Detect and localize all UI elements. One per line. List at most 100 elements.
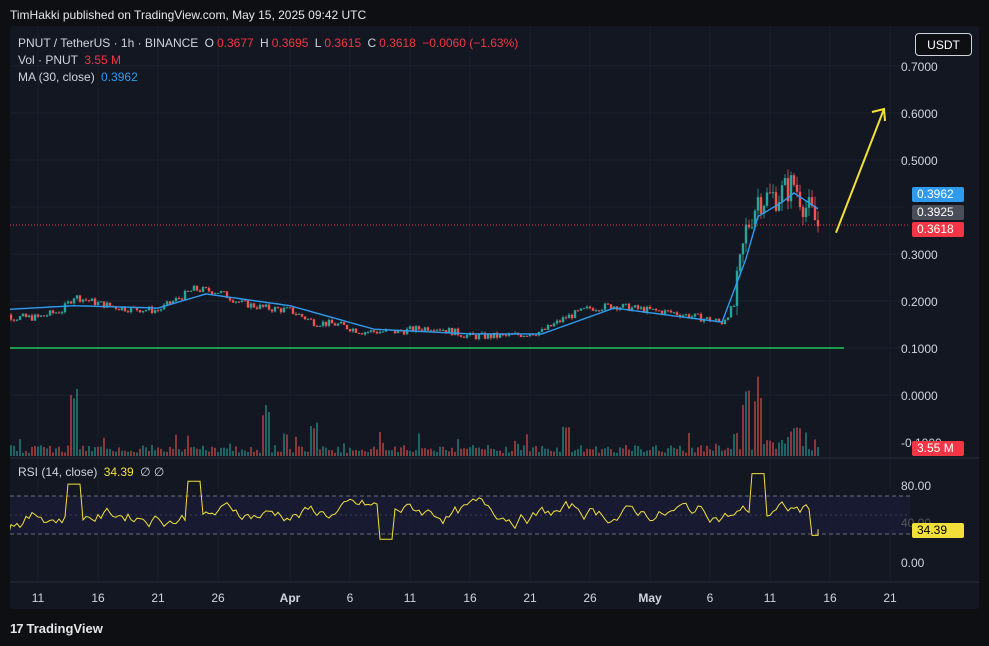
volume-bar bbox=[67, 445, 69, 456]
volume-bar bbox=[490, 448, 492, 456]
volume-bar bbox=[361, 449, 363, 456]
volume-bar bbox=[241, 449, 243, 456]
ohlc-legend: PNUT / TetherUS · 1h · BINANCE O 0.3677 H… bbox=[18, 36, 521, 50]
candle-body bbox=[303, 316, 307, 320]
candle-body bbox=[348, 329, 352, 332]
symbol-label[interactable]: PNUT / TetherUS · 1h · BINANCE bbox=[18, 36, 199, 50]
volume-bar bbox=[517, 443, 519, 456]
currency-button[interactable]: USDT bbox=[915, 33, 972, 56]
candle-body bbox=[459, 335, 463, 337]
candle-body bbox=[465, 334, 469, 338]
volume-bar bbox=[520, 450, 522, 456]
candle-body bbox=[735, 270, 739, 306]
close-value: 0.3618 bbox=[379, 36, 416, 50]
volume-bar bbox=[289, 449, 291, 456]
volume-bar bbox=[562, 426, 564, 456]
candle-body bbox=[756, 197, 760, 211]
candle-body bbox=[261, 304, 265, 307]
candle-body bbox=[426, 327, 430, 331]
time-tick: 11 bbox=[31, 591, 45, 605]
candle-body bbox=[75, 295, 79, 299]
volume-bar bbox=[88, 445, 90, 456]
volume-bar bbox=[619, 447, 621, 456]
volume-bar bbox=[226, 448, 228, 456]
candle-body bbox=[42, 315, 46, 317]
candle-body bbox=[435, 329, 439, 331]
tradingview-brand[interactable]: 17 TradingView bbox=[10, 621, 103, 636]
candle-body bbox=[810, 197, 814, 206]
volume-bar bbox=[19, 439, 21, 456]
volume-bar bbox=[337, 446, 339, 456]
rsi-label[interactable]: RSI (14, close) bbox=[18, 465, 98, 479]
volume-bar bbox=[727, 447, 729, 456]
ma-label[interactable]: MA (30, close) bbox=[18, 70, 95, 84]
time-tick: 16 bbox=[91, 591, 105, 605]
candle-body bbox=[414, 326, 418, 332]
candle-body bbox=[432, 330, 436, 332]
volume-bar bbox=[463, 448, 465, 456]
candle-body bbox=[291, 307, 295, 314]
volume-bar bbox=[109, 448, 111, 456]
candle-body bbox=[141, 310, 145, 313]
candle-body bbox=[219, 291, 223, 293]
volume-bar bbox=[157, 447, 159, 456]
candle-body bbox=[642, 307, 646, 313]
candle-body bbox=[690, 316, 694, 319]
candle-body bbox=[696, 313, 700, 315]
volume-bar bbox=[391, 450, 393, 456]
candle-body bbox=[630, 307, 634, 311]
candle-body bbox=[264, 304, 268, 307]
candle-body bbox=[657, 310, 661, 312]
candle-body bbox=[72, 298, 76, 304]
candle-body bbox=[768, 192, 772, 194]
candle-body bbox=[684, 314, 688, 316]
volume-bar bbox=[547, 448, 549, 456]
candle-body bbox=[168, 301, 172, 304]
candle-body bbox=[714, 318, 718, 321]
volume-bar bbox=[589, 449, 591, 456]
volume-bar bbox=[58, 446, 60, 456]
projection-arrow bbox=[835, 108, 885, 234]
candle-body bbox=[87, 300, 91, 302]
candle-body bbox=[528, 334, 532, 337]
volume-bar bbox=[301, 446, 303, 456]
volume-bar bbox=[580, 445, 582, 456]
candle-body bbox=[366, 331, 370, 333]
candle-body bbox=[27, 315, 31, 318]
candle-body bbox=[687, 314, 691, 319]
candle-body bbox=[66, 301, 70, 304]
candle-body bbox=[519, 334, 523, 337]
volume-bar bbox=[382, 442, 384, 456]
chart-canvas[interactable] bbox=[10, 26, 979, 609]
candle-body bbox=[294, 313, 298, 315]
volume-bar bbox=[208, 451, 210, 456]
candle-body bbox=[534, 335, 538, 337]
last-price-tag: 0.3618 bbox=[912, 222, 964, 237]
volume-bar bbox=[673, 447, 675, 456]
candle-body bbox=[327, 319, 331, 326]
candle-body bbox=[240, 300, 244, 302]
candle-body bbox=[813, 205, 817, 221]
volume-bar bbox=[814, 439, 816, 456]
volume-bar bbox=[772, 442, 774, 456]
candle-body bbox=[99, 301, 103, 303]
candle-body bbox=[408, 326, 412, 329]
volume-bar bbox=[595, 446, 597, 456]
rsi-tag: 34.39 bbox=[912, 523, 964, 538]
volume-bar bbox=[199, 449, 201, 456]
candle-body bbox=[285, 307, 289, 309]
rsi-tick: 80.00 bbox=[901, 479, 932, 493]
candle-body bbox=[498, 334, 502, 338]
candle-body bbox=[561, 317, 565, 323]
volume-bar bbox=[433, 450, 435, 456]
volume-bar bbox=[571, 452, 573, 456]
candle-body bbox=[396, 329, 400, 334]
volume-bar bbox=[694, 452, 696, 456]
candle-body bbox=[699, 313, 703, 322]
volume-bar bbox=[751, 449, 753, 456]
candle-body bbox=[297, 313, 301, 315]
volume-bar bbox=[328, 450, 330, 456]
volume-label[interactable]: Vol · PNUT bbox=[18, 53, 79, 67]
chart-panel[interactable]: PNUT / TetherUS · 1h · BINANCE O 0.3677 H… bbox=[10, 26, 979, 609]
volume-bar bbox=[742, 404, 744, 456]
